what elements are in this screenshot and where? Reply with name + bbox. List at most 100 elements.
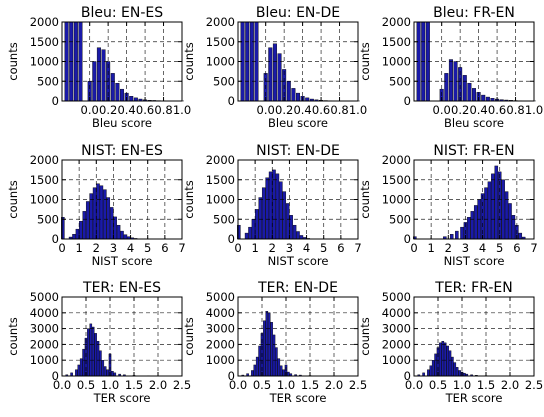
- y-tick-label: 500: [37, 212, 59, 226]
- x-tick-label: 0.6: [136, 103, 154, 117]
- y-tick-label: 1500: [206, 35, 235, 49]
- y-tick-label: 2000: [30, 153, 59, 167]
- histogram-bar: [101, 49, 106, 102]
- histogram-bar: [511, 215, 516, 240]
- x-tick-label: 6: [161, 241, 168, 255]
- histogram-bar: [429, 365, 433, 377]
- y-tick-label: 0: [52, 232, 59, 246]
- histogram-bar: [99, 350, 102, 377]
- histogram-bar: [439, 342, 442, 377]
- histogram-bar: [258, 345, 261, 377]
- histogram-bar: [244, 232, 249, 240]
- histogram-bar: [123, 234, 128, 240]
- histogram-bar: [491, 173, 495, 240]
- y-tick-label: 2000: [30, 15, 59, 29]
- y-tick-label: 2000: [206, 15, 235, 29]
- histogram-panel: 0.0 0.2 0.4 0.6 0.8 1.0 0 500 1000 1500 2000 Bleu: …: [6, 5, 191, 130]
- x-tick-label: 2.0: [325, 378, 343, 392]
- x-tick-label: 7: [354, 241, 361, 255]
- y-tick-label: 4000: [30, 306, 59, 320]
- histogram-bar: [101, 360, 105, 377]
- y-axis-label: counts: [358, 317, 372, 355]
- histogram-bar: [481, 94, 486, 102]
- y-tick-label: 1000: [382, 193, 411, 207]
- x-tick-label: 0.5: [77, 378, 95, 392]
- histogram-bar: [265, 311, 269, 377]
- histogram-bar: [444, 73, 449, 102]
- x-tick-label: 2.0: [149, 378, 167, 392]
- x-tick-label: 0.2: [99, 103, 117, 117]
- histogram-bar: [448, 59, 453, 102]
- histogram-bar: [431, 360, 435, 377]
- histogram-bar: [472, 88, 477, 102]
- histogram-bar: [296, 231, 300, 240]
- histogram-bar: [113, 216, 117, 240]
- histogram-panel: 0.0 0.5 1.0 1.5 2.0 2.5010002000300040005000T…: [182, 280, 367, 405]
- x-axis-label: Bleu score: [444, 116, 504, 130]
- y-tick-label: 2000: [382, 153, 411, 167]
- chart-title: TER: EN-DE: [257, 280, 338, 296]
- histogram-bar: [94, 333, 97, 377]
- histogram-bar: [103, 366, 107, 377]
- y-axis-label: counts: [358, 42, 372, 80]
- y-tick-label: 0: [404, 232, 411, 246]
- x-tick-label: 4: [127, 241, 134, 255]
- histogram-bar: [427, 369, 430, 377]
- histogram-bar: [110, 73, 115, 102]
- y-tick-label: 3000: [30, 322, 59, 336]
- x-axis-label: TER score: [93, 391, 151, 405]
- histogram-panel: 0.0 0.5 1.0 1.5 2.0 2.5010002000300040005000T…: [358, 280, 543, 405]
- histogram-bar: [467, 83, 472, 102]
- x-tick-label: 1.5: [477, 378, 495, 392]
- histogram-bar: [487, 181, 492, 240]
- histogram-bar: [434, 353, 437, 377]
- x-tick-label: 0: [58, 241, 65, 255]
- y-tick-label: 5000: [382, 290, 411, 304]
- histogram-bar: [473, 205, 478, 240]
- histogram-bar: [286, 81, 291, 102]
- histogram-bar: [455, 230, 459, 240]
- y-tick-label: 1000: [382, 353, 411, 367]
- y-tick-label: 500: [37, 74, 59, 88]
- x-tick-label: 1.5: [301, 378, 319, 392]
- y-tick-label: 4000: [206, 306, 235, 320]
- histogram-bar: [268, 47, 273, 102]
- histogram-bar: [265, 177, 269, 240]
- histogram-bar: [484, 187, 488, 240]
- histogram-bar: [111, 371, 114, 377]
- histogram-bar: [443, 342, 447, 377]
- y-tick-label: 3000: [206, 322, 235, 336]
- plot-frame: [61, 296, 183, 377]
- x-tick-label: 6: [337, 241, 344, 255]
- histogram-bar: [501, 179, 505, 240]
- y-tick-label: 500: [213, 74, 235, 88]
- chart-title: NIST: FR-EN: [433, 143, 514, 159]
- histogram-bar: [282, 369, 285, 377]
- histogram-bar: [277, 53, 282, 102]
- y-tick-label: 5000: [30, 290, 59, 304]
- histogram-bar: [291, 88, 296, 102]
- x-tick-label: 1.0: [277, 378, 295, 392]
- y-tick-label: 0: [404, 94, 411, 108]
- y-tick-label: 1000: [206, 193, 235, 207]
- x-tick-label: 0.8: [330, 103, 348, 117]
- histogram-bar: [277, 358, 281, 377]
- histogram-bar: [82, 211, 87, 240]
- y-tick-label: 2000: [382, 15, 411, 29]
- y-tick-label: 0: [52, 94, 59, 108]
- histogram-bar: [279, 181, 283, 240]
- x-tick-label: 0.4: [117, 103, 135, 117]
- histogram-bar: [129, 96, 134, 102]
- x-tick-label: 0.0: [53, 378, 71, 392]
- x-tick-label: 2.0: [501, 378, 519, 392]
- y-axis-label: counts: [182, 317, 196, 355]
- histogram-bar: [85, 201, 90, 240]
- histogram-bar: [91, 326, 95, 377]
- plot-frame: [413, 296, 535, 377]
- x-tick-label: 1.0: [173, 103, 191, 117]
- histogram-bar: [82, 348, 85, 377]
- histogram-bar: [275, 173, 280, 240]
